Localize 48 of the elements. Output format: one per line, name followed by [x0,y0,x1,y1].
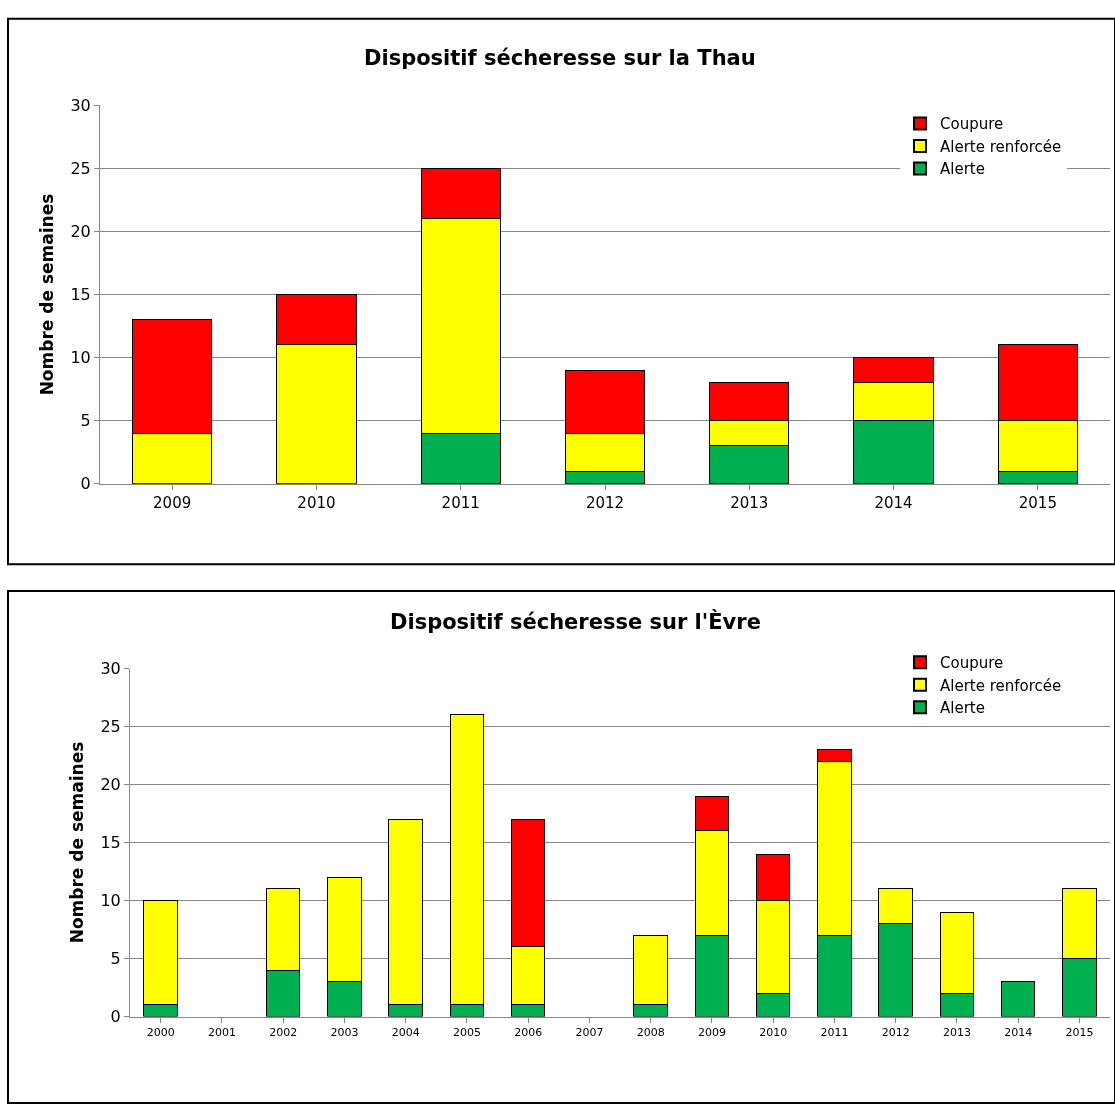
x-tick-label: 2010 [297,493,336,512]
x-tick-label: 2004 [391,1025,420,1039]
legend-label: Alerte [940,699,985,718]
y-tick-label: 20 [70,222,91,242]
x-tick-label: 2012 [881,1025,910,1039]
y-tick-label: 5 [110,949,121,969]
x-tick-label: 2007 [575,1025,604,1039]
legend-label: Coupure [940,654,1004,673]
x-tick-label: 2005 [452,1025,481,1039]
legend-label: Alerte [940,160,985,179]
x-tick-label: 2015 [1018,493,1057,512]
legend-label: Coupure [940,115,1004,134]
y-tick-label: 10 [100,891,121,911]
y-tick-label: 15 [100,833,121,853]
bar [1000,981,1036,1017]
x-tick-label: 2006 [514,1025,543,1039]
x-tick-label: 2009 [153,493,192,512]
x-tick-label: 2014 [874,493,913,512]
y-tick-label: 5 [80,411,91,431]
y-tick-label: 30 [70,95,91,115]
y-tick-label: 25 [70,159,91,178]
y-tick-label: 20 [100,775,121,795]
x-tick-label: 2008 [636,1025,665,1039]
y-tick-label: 10 [70,348,91,368]
chart-title: Dispositif sécheresse sur l'Èvre [390,609,761,634]
x-tick-label: 2012 [585,493,625,512]
x-tick-label: 2014 [1004,1025,1033,1039]
y-tick-label: 30 [100,659,121,679]
x-tick-label: 2015 [1065,1025,1094,1039]
x-tick-label: 2011 [441,493,480,512]
chart-title: Dispositif sécheresse sur la Thau [364,46,756,70]
y-axis-title: Nombre de semaines [66,741,87,944]
x-tick-label: 2009 [697,1025,726,1039]
x-tick-label: 2010 [759,1025,788,1039]
x-tick-label: 2011 [820,1025,849,1039]
x-tick-label: 2000 [146,1025,175,1039]
x-tick-label: 2013 [942,1025,971,1039]
x-tick-label: 2013 [730,493,769,512]
y-tick-label: 25 [100,717,121,737]
x-tick-label: 2003 [330,1025,359,1039]
legend-label: Alerte renforcée [940,137,1062,156]
legend-label: Alerte renforcée [940,676,1062,695]
y-tick-label: 0 [80,474,91,494]
y-axis-title: Nombre de semaines [36,193,57,396]
y-tick-label: 15 [70,285,91,305]
x-tick-label: 2002 [269,1025,298,1039]
x-tick-label: 2001 [207,1025,236,1039]
y-tick-label: 0 [110,1007,121,1027]
